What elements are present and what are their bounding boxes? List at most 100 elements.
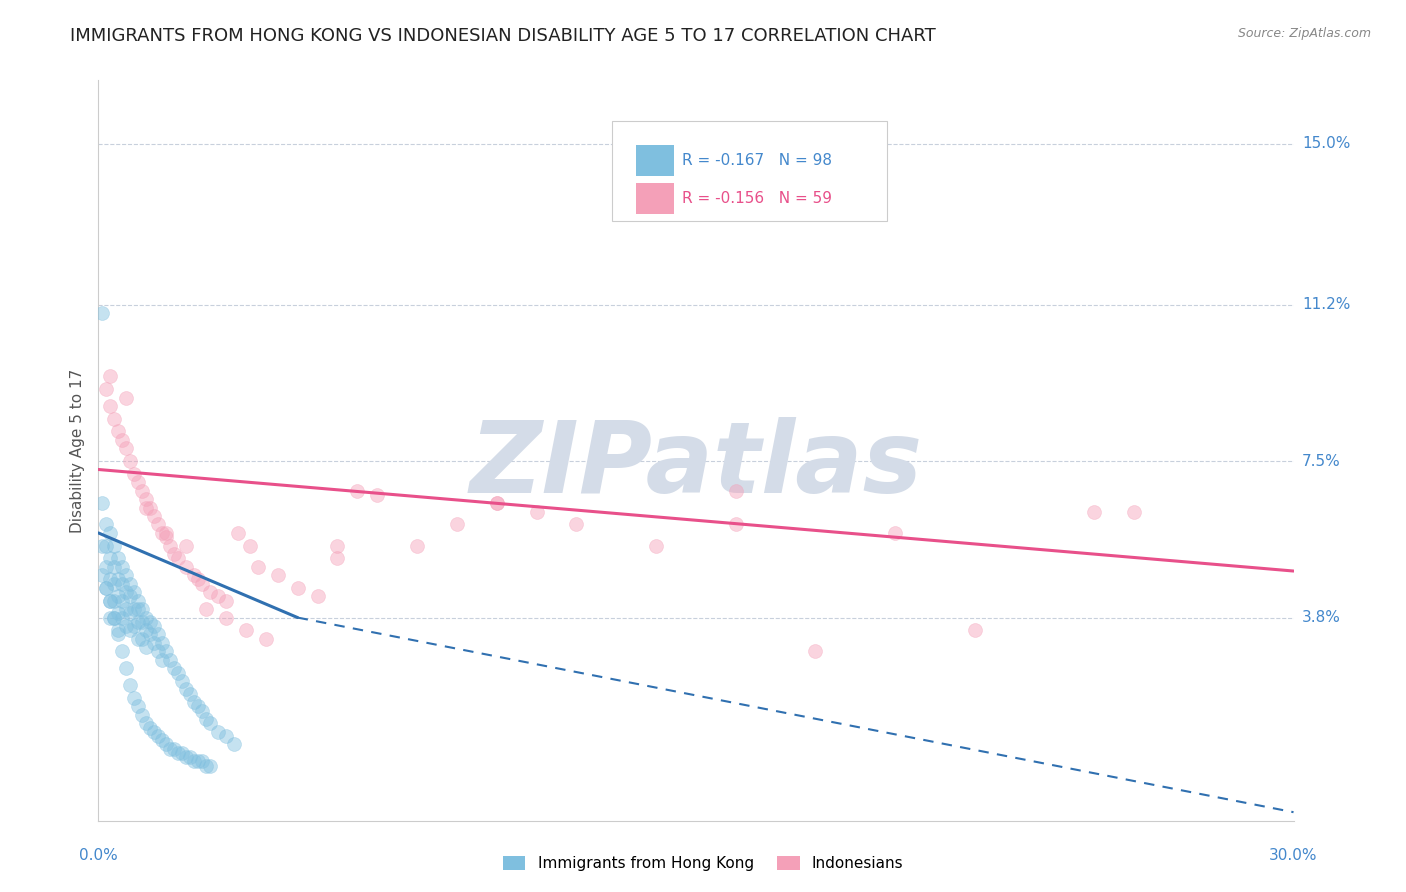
FancyBboxPatch shape xyxy=(637,183,675,214)
Point xyxy=(198,716,221,731)
Point xyxy=(526,505,548,519)
Point xyxy=(127,475,149,490)
Point xyxy=(143,509,166,524)
Point xyxy=(96,517,118,532)
Point xyxy=(148,627,170,641)
Point xyxy=(103,539,125,553)
Point xyxy=(246,559,269,574)
Point xyxy=(98,593,122,607)
Point xyxy=(239,539,262,553)
Point xyxy=(115,442,138,456)
Point xyxy=(346,483,368,498)
Point xyxy=(485,496,508,510)
Point xyxy=(215,593,238,607)
Y-axis label: Disability Age 5 to 17: Disability Age 5 to 17 xyxy=(70,368,86,533)
Point xyxy=(111,559,134,574)
Point xyxy=(107,590,129,604)
Point xyxy=(150,653,173,667)
Point xyxy=(131,483,153,498)
Point xyxy=(96,382,118,396)
Point xyxy=(183,695,205,709)
Point xyxy=(135,624,157,638)
Point xyxy=(120,576,142,591)
Point xyxy=(163,547,186,561)
Point xyxy=(107,573,129,587)
Point xyxy=(135,716,157,731)
Point xyxy=(98,610,122,624)
Point xyxy=(167,551,190,566)
Point xyxy=(155,530,177,544)
Point xyxy=(226,525,249,540)
Point xyxy=(150,636,173,650)
Point xyxy=(167,746,190,760)
Point xyxy=(163,661,186,675)
Point xyxy=(645,539,668,553)
Point xyxy=(103,610,125,624)
Text: 15.0%: 15.0% xyxy=(1302,136,1350,152)
Legend: Immigrants from Hong Kong, Indonesians: Immigrants from Hong Kong, Indonesians xyxy=(496,849,910,877)
Point xyxy=(124,619,146,633)
Point xyxy=(179,750,201,764)
Point xyxy=(406,539,429,553)
Point xyxy=(111,433,134,447)
Point xyxy=(115,585,138,599)
Point xyxy=(155,644,177,658)
Point xyxy=(191,755,214,769)
Point xyxy=(215,610,238,624)
Point xyxy=(724,517,747,532)
Point xyxy=(111,610,134,624)
Point xyxy=(111,576,134,591)
Point xyxy=(91,496,114,510)
Point xyxy=(326,551,349,566)
Point xyxy=(172,746,194,760)
Point xyxy=(804,644,827,658)
Point xyxy=(215,729,238,743)
Point xyxy=(127,615,149,629)
Text: 0.0%: 0.0% xyxy=(79,848,118,863)
Point xyxy=(287,581,309,595)
Point xyxy=(143,636,166,650)
Point xyxy=(120,454,142,468)
Point xyxy=(115,391,138,405)
Point xyxy=(103,610,125,624)
Point xyxy=(254,632,277,646)
Point xyxy=(111,644,134,658)
Point xyxy=(96,539,118,553)
Point xyxy=(884,525,907,540)
Text: R = -0.156   N = 59: R = -0.156 N = 59 xyxy=(682,191,831,206)
Point xyxy=(148,729,170,743)
Point xyxy=(143,724,166,739)
Point xyxy=(174,682,197,697)
Point xyxy=(143,619,166,633)
Point xyxy=(187,755,209,769)
Point xyxy=(326,539,349,553)
Point xyxy=(120,678,142,692)
Point xyxy=(163,741,186,756)
Text: ZIPatlas: ZIPatlas xyxy=(470,417,922,514)
Point xyxy=(135,640,157,655)
Text: 11.2%: 11.2% xyxy=(1302,297,1350,312)
Point xyxy=(98,369,122,384)
Point xyxy=(366,488,388,502)
Point xyxy=(107,627,129,641)
Point xyxy=(98,525,122,540)
Point xyxy=(187,573,209,587)
Point xyxy=(96,559,118,574)
Point xyxy=(115,568,138,582)
Point xyxy=(103,411,125,425)
Point xyxy=(172,673,194,688)
Point xyxy=(1083,505,1105,519)
Point xyxy=(207,590,229,604)
Point xyxy=(195,758,218,772)
Point xyxy=(179,687,201,701)
Point xyxy=(159,539,181,553)
Text: Source: ZipAtlas.com: Source: ZipAtlas.com xyxy=(1237,27,1371,40)
Point xyxy=(107,551,129,566)
Point xyxy=(307,590,329,604)
Point xyxy=(115,661,138,675)
Point xyxy=(120,607,142,621)
Point xyxy=(131,632,153,646)
Point xyxy=(150,733,173,747)
Point xyxy=(91,568,114,582)
Point xyxy=(183,755,205,769)
